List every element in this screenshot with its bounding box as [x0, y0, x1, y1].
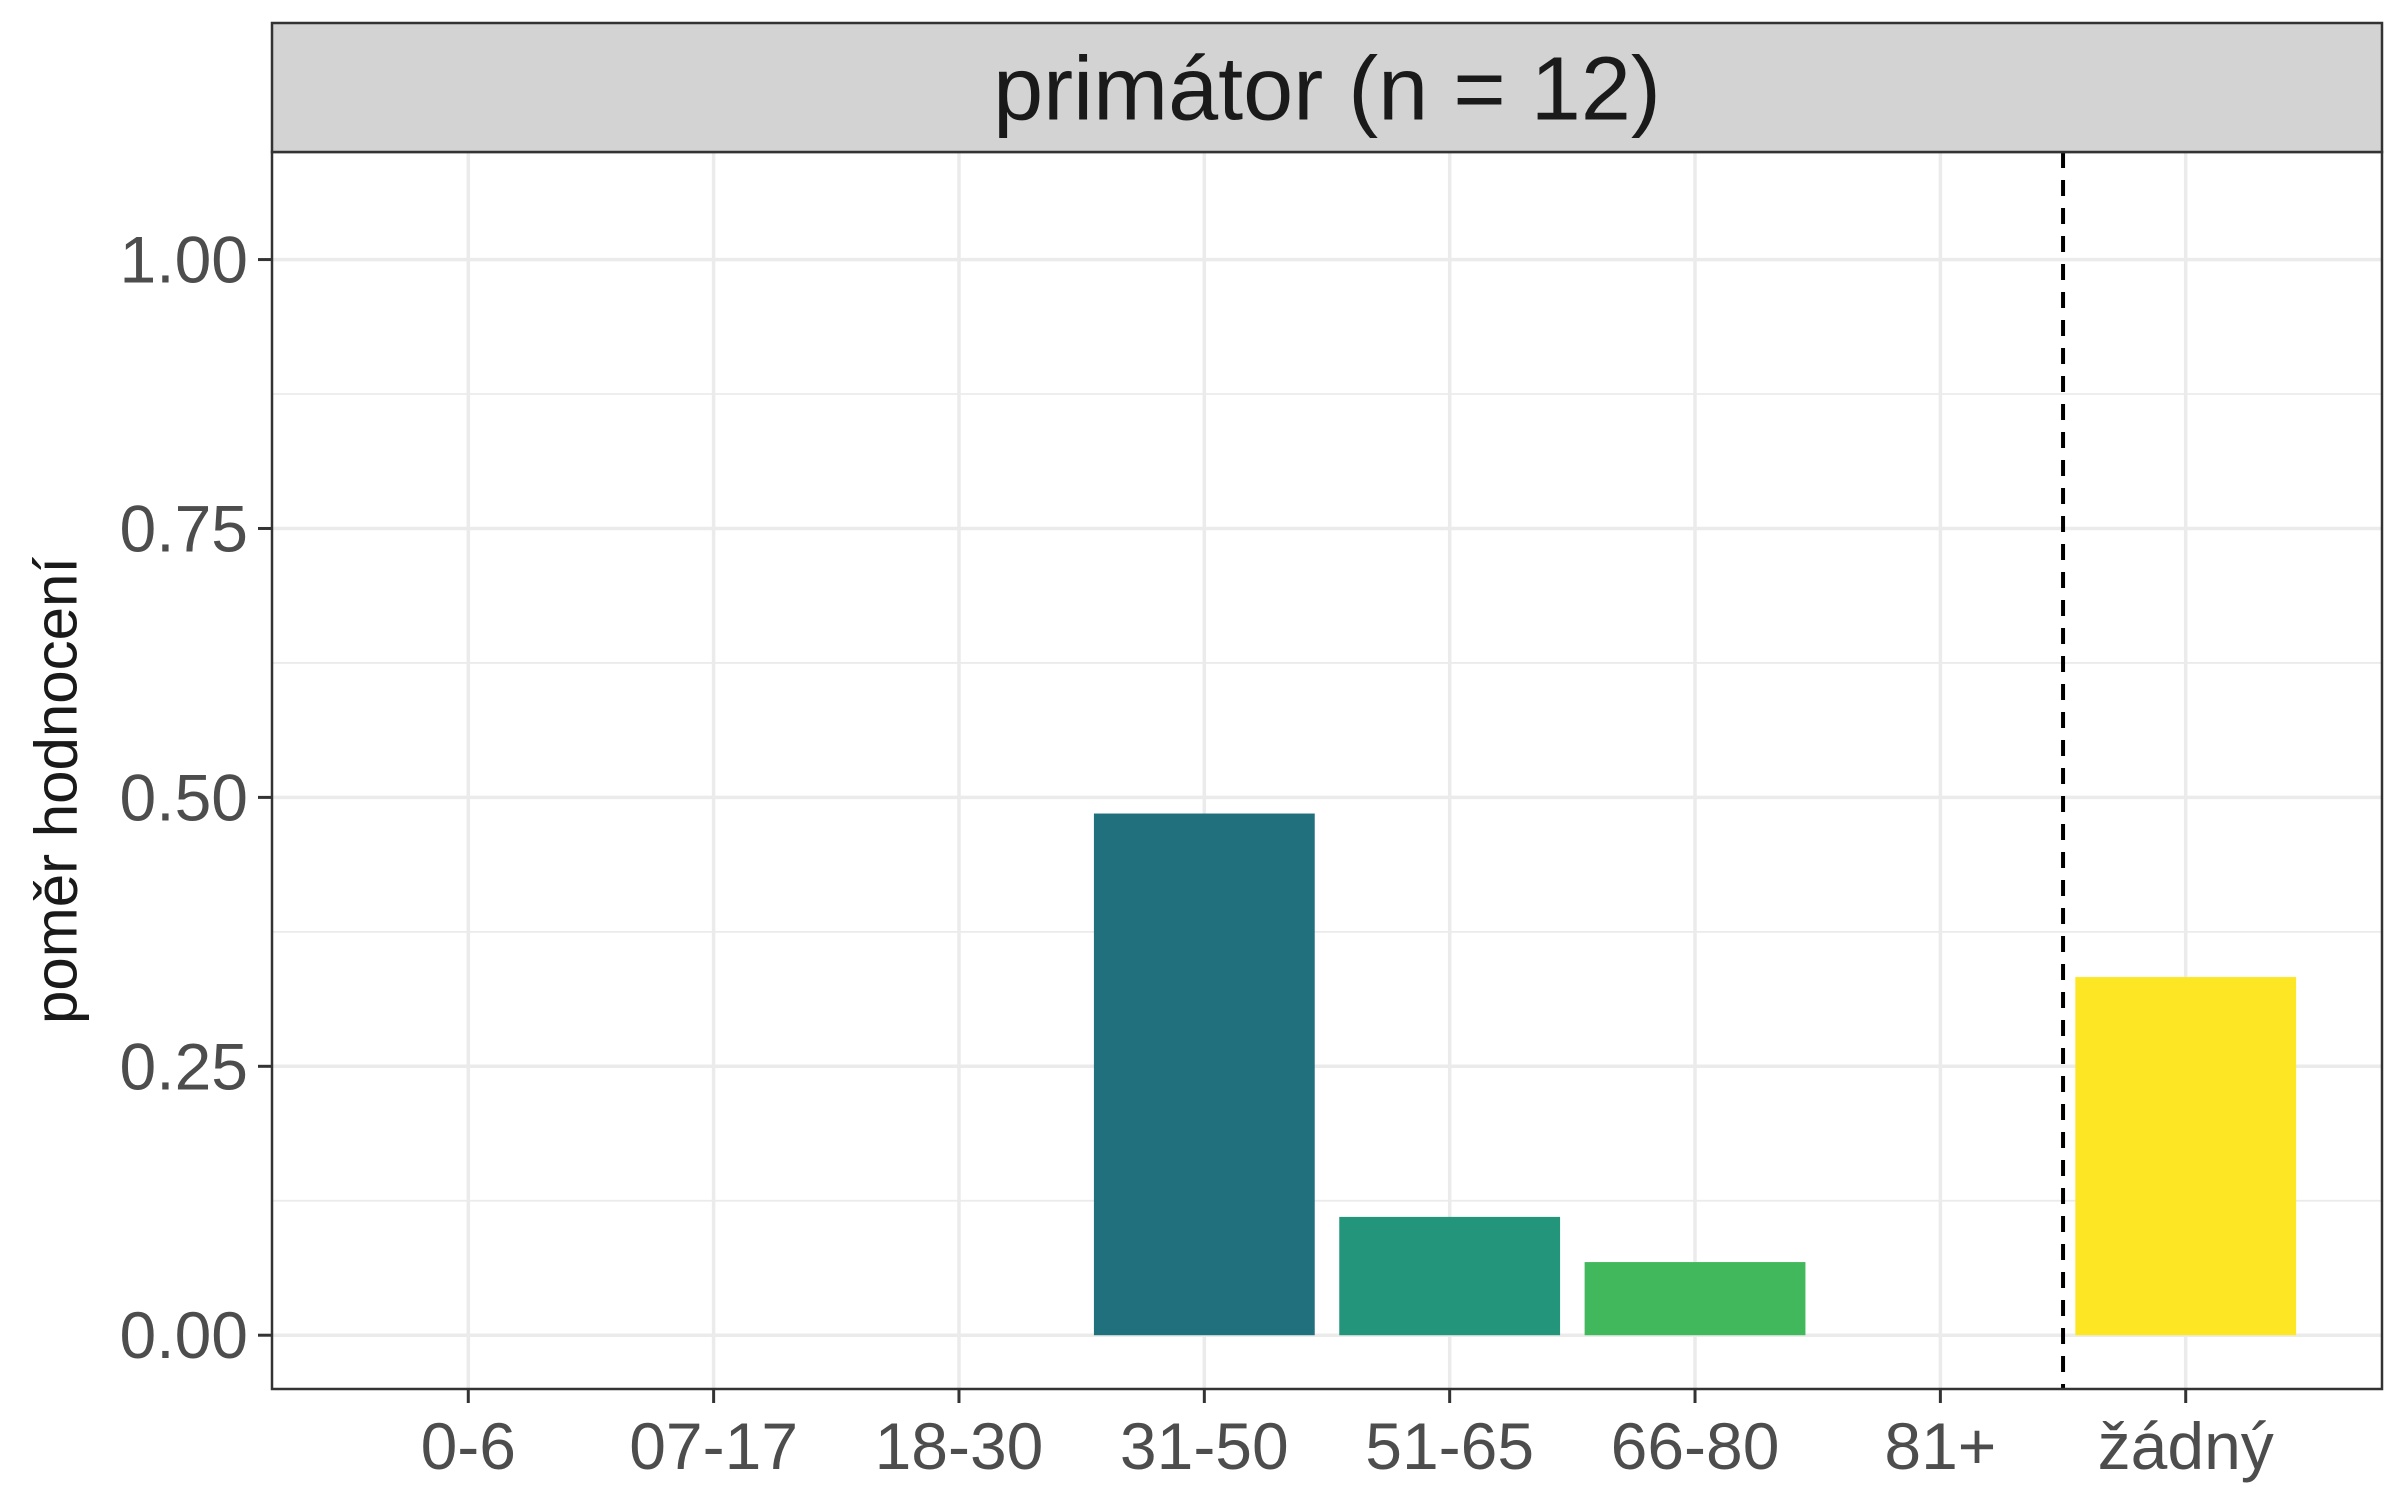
y-tick-label: 0.25 [120, 1029, 248, 1103]
x-tick-label: 18-30 [875, 1409, 1044, 1483]
minor-gridlines [272, 393, 2382, 1202]
x-tick-label: 81+ [1884, 1409, 1996, 1483]
facet-strip: primátor (n = 12) [270, 21, 2384, 154]
facet-title: primátor (n = 12) [993, 40, 1661, 140]
y-axis-title: poměr hodnocení [23, 557, 90, 1024]
y-axis: 0.00 0.25 0.50 0.75 1.00 [120, 223, 272, 1372]
x-tick-label: žádný [2098, 1409, 2274, 1483]
bar-66-80 [1584, 1262, 1806, 1336]
x-tick-label: 51-65 [1365, 1409, 1534, 1483]
y-tick-label: 0.50 [120, 760, 248, 834]
bars [1093, 813, 2297, 1336]
plot-panel [272, 152, 2382, 1389]
x-tick-label: 66-80 [1611, 1409, 1780, 1483]
x-axis: 0-6 07-17 18-30 31-50 51-65 66-80 81+ žádný [421, 1389, 2274, 1483]
y-tick-label: 0.75 [120, 491, 248, 565]
x-tick-label: 07-17 [629, 1409, 798, 1483]
bar-žádný [2075, 977, 2297, 1336]
x-tick-label: 31-50 [1120, 1409, 1289, 1483]
x-tick-label: 0-6 [421, 1409, 516, 1483]
y-tick-label: 0.00 [120, 1298, 248, 1372]
panel-background [272, 152, 2382, 1389]
y-tick-label: 1.00 [120, 223, 248, 297]
facet-strip-background [270, 21, 2384, 154]
bar-31-50 [1093, 813, 1315, 1336]
bar-51-65 [1339, 1216, 1561, 1336]
